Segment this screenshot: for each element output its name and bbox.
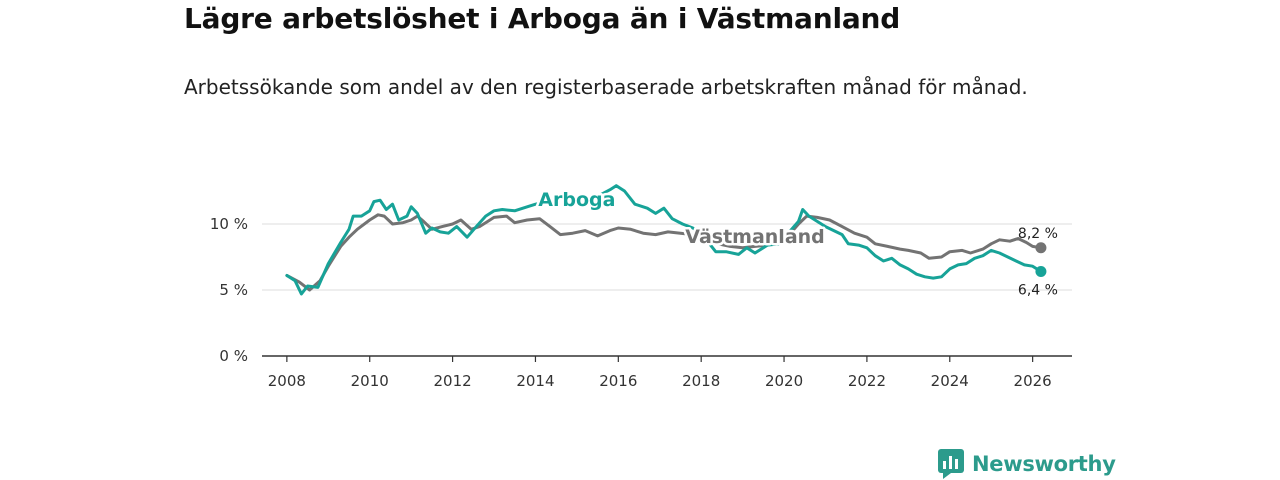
x-tick-label: 2024 (931, 372, 969, 390)
brand-logo: Newsworthy (938, 448, 1116, 480)
chart-title: Lägre arbetslöshet i Arboga än i Västman… (184, 2, 901, 35)
line-chart: 0 %5 %10 % 2008 2010 2012 2014 2016 2018 2020 2… (210, 184, 1072, 390)
series-labels: 8,2 % 6,4 % Arboga Västmanland (536, 186, 1058, 299)
y-tick-label: 10 % (210, 215, 248, 233)
brand-name: Newsworthy (972, 452, 1116, 476)
chart-subtitle: Arbetssökande som andel av den registerb… (184, 75, 1028, 99)
y-axis: 0 % 5 % 10 % (210, 215, 248, 365)
y-tick-label: 0 % (219, 347, 248, 365)
gridlines (262, 223, 1072, 291)
bar-chart-speech-icon (938, 449, 964, 479)
x-tick-label: 2022 (848, 372, 886, 390)
x-tick-label: 2010 (351, 372, 389, 390)
x-tick-label: 2014 (516, 372, 554, 390)
x-tick-label: 2026 (1014, 372, 1052, 390)
end-value-label-arboga: 6,4 % (1018, 283, 1058, 299)
end-point-vastmanland (1035, 242, 1047, 254)
series-lines (285, 184, 1047, 296)
x-tick-label: 2012 (433, 372, 471, 390)
series-label-arboga: Arboga (538, 189, 615, 211)
y-tick-label: 5 % (219, 281, 248, 299)
x-tick-label: 2016 (599, 372, 637, 390)
x-axis: 2008 2010 2012 2014 2016 2018 2020 2022 2024 2026 (262, 355, 1072, 390)
end-point-arboga (1035, 266, 1047, 278)
series-line-vastmanland (285, 213, 1043, 292)
series-label-vastmanland: Västmanland (685, 226, 825, 248)
end-value-label-vastmanland: 8,2 % (1018, 226, 1058, 242)
x-tick-label: 2018 (682, 372, 720, 390)
series-line-arboga (285, 184, 1043, 296)
x-tick-label: 2008 (268, 372, 306, 390)
x-tick-label: 2020 (765, 372, 803, 390)
